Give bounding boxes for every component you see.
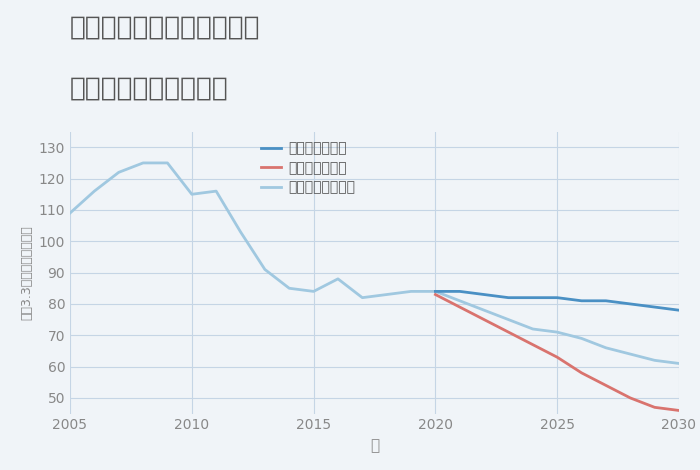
ノーマルシナリオ xyxy=(260,266,269,272)
バッドシナリオ xyxy=(626,395,634,401)
グッドシナリオ xyxy=(480,292,489,298)
バッドシナリオ xyxy=(675,407,683,413)
バッドシナリオ xyxy=(602,383,610,388)
ノーマルシナリオ xyxy=(334,276,342,282)
ノーマルシナリオ xyxy=(602,345,610,351)
グッドシナリオ xyxy=(553,295,561,300)
グッドシナリオ xyxy=(504,295,512,300)
グッドシナリオ xyxy=(626,301,634,307)
グッドシナリオ xyxy=(456,289,464,294)
Y-axis label: 坪（3.3㎡）単価（万円）: 坪（3.3㎡）単価（万円） xyxy=(20,225,33,320)
グッドシナリオ xyxy=(578,298,586,304)
バッドシナリオ xyxy=(528,342,537,347)
Text: 兵庫県豊岡市日高町森山の: 兵庫県豊岡市日高町森山の xyxy=(70,14,260,40)
ノーマルシナリオ xyxy=(285,285,293,291)
ノーマルシナリオ xyxy=(504,317,512,322)
Line: グッドシナリオ: グッドシナリオ xyxy=(435,291,679,310)
ノーマルシナリオ xyxy=(650,358,659,363)
バッドシナリオ xyxy=(504,329,512,335)
ノーマルシナリオ xyxy=(163,160,172,166)
バッドシナリオ xyxy=(456,304,464,310)
ノーマルシナリオ xyxy=(480,307,489,313)
ノーマルシナリオ xyxy=(382,292,391,298)
ノーマルシナリオ xyxy=(528,326,537,332)
ノーマルシナリオ xyxy=(358,295,367,300)
Line: バッドシナリオ: バッドシナリオ xyxy=(435,295,679,410)
ノーマルシナリオ xyxy=(626,351,634,357)
ノーマルシナリオ xyxy=(675,360,683,366)
グッドシナリオ xyxy=(675,307,683,313)
バッドシナリオ xyxy=(480,317,489,322)
ノーマルシナリオ xyxy=(431,289,440,294)
ノーマルシナリオ xyxy=(309,289,318,294)
ノーマルシナリオ xyxy=(115,170,123,175)
バッドシナリオ xyxy=(553,354,561,360)
ノーマルシナリオ xyxy=(578,336,586,341)
ノーマルシナリオ xyxy=(66,210,74,216)
グッドシナリオ xyxy=(431,289,440,294)
グッドシナリオ xyxy=(650,304,659,310)
バッドシナリオ xyxy=(431,292,440,298)
ノーマルシナリオ xyxy=(407,289,415,294)
ノーマルシナリオ xyxy=(212,188,220,194)
ノーマルシナリオ xyxy=(553,329,561,335)
Line: ノーマルシナリオ: ノーマルシナリオ xyxy=(70,163,679,363)
Text: 中古戸建ての価格推移: 中古戸建ての価格推移 xyxy=(70,75,229,101)
X-axis label: 年: 年 xyxy=(370,438,379,453)
ノーマルシナリオ xyxy=(456,298,464,304)
Legend: グッドシナリオ, バッドシナリオ, ノーマルシナリオ: グッドシナリオ, バッドシナリオ, ノーマルシナリオ xyxy=(260,141,356,195)
ノーマルシナリオ xyxy=(188,191,196,197)
ノーマルシナリオ xyxy=(237,229,245,235)
バッドシナリオ xyxy=(578,370,586,376)
バッドシナリオ xyxy=(650,405,659,410)
グッドシナリオ xyxy=(602,298,610,304)
グッドシナリオ xyxy=(528,295,537,300)
ノーマルシナリオ xyxy=(90,188,99,194)
ノーマルシナリオ xyxy=(139,160,147,166)
